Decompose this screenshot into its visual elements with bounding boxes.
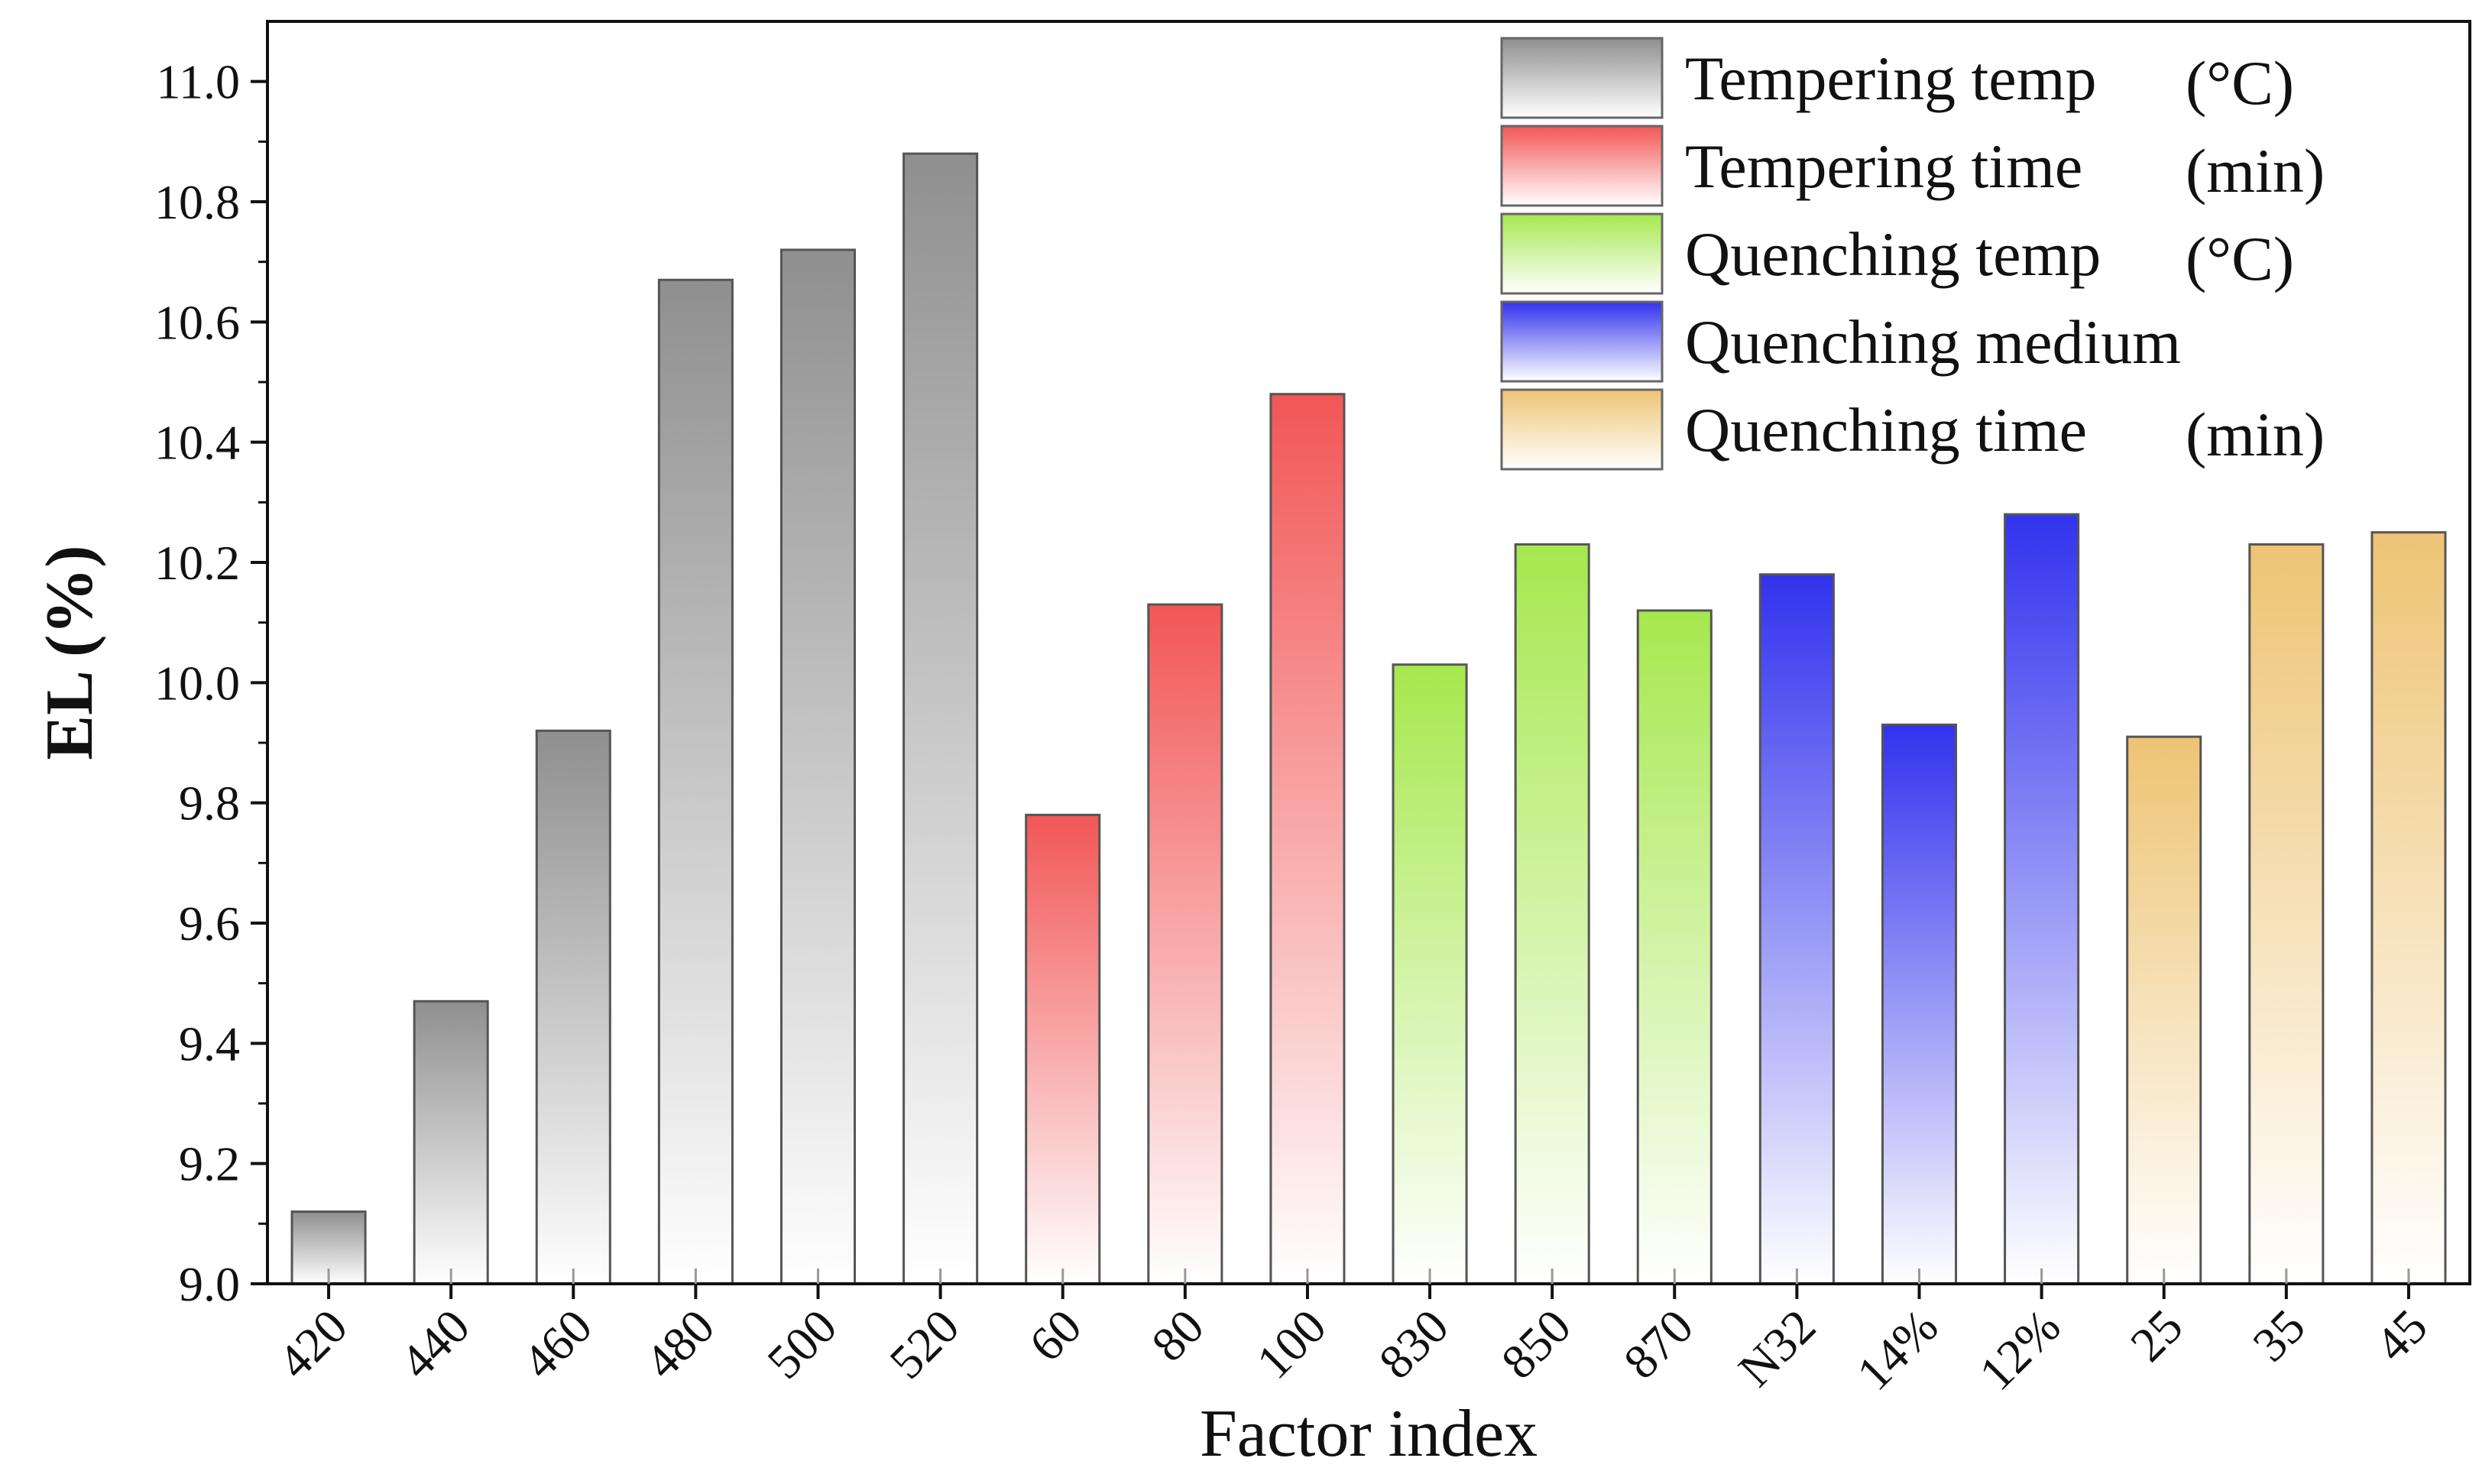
x-tick-label: 45 xyxy=(2364,1299,2437,1372)
legend-unit: (°C) xyxy=(2186,48,2294,118)
bar-520 xyxy=(902,152,979,1285)
bar-35 xyxy=(2248,543,2325,1285)
legend-label: Tempering time xyxy=(1685,131,2082,201)
x-tick-label: 60 xyxy=(1019,1299,1091,1372)
x-tick-label: 850 xyxy=(1491,1299,1581,1389)
bar-870 xyxy=(1636,609,1713,1285)
x-tick-label: 12% xyxy=(1969,1299,2070,1401)
axes-layer: 9.0 9.2 9.4 9.6 9.8 10.0 10.2 10.4 10.6 10.8 11.0 4… xyxy=(33,20,2471,1471)
bar-45 xyxy=(2370,531,2447,1285)
y-tick-label: 9.8 xyxy=(179,776,240,831)
legend-unit: (min) xyxy=(2186,136,2325,206)
y-axis-title: EL (%) xyxy=(33,545,107,760)
y-tick-label: 10.8 xyxy=(154,175,240,229)
legend-swatch xyxy=(1500,388,1664,471)
x-tick-label: 35 xyxy=(2242,1299,2315,1372)
x-tick-label: 500 xyxy=(757,1299,847,1389)
legend-label: Quenching medium xyxy=(1685,307,2181,377)
x-axis-title: Factor index xyxy=(1200,1397,1538,1471)
legend-swatch xyxy=(1500,125,1664,207)
y-tick-label: 10.6 xyxy=(154,295,240,349)
x-tick-label: 25 xyxy=(2120,1299,2192,1372)
bar-25 xyxy=(2126,735,2202,1285)
y-tick-label: 9.6 xyxy=(179,896,240,951)
x-tick-label: 520 xyxy=(879,1299,969,1389)
bar-850 xyxy=(1514,543,1590,1285)
y-tick-label: 9.4 xyxy=(179,1016,240,1071)
bar-N32 xyxy=(1758,573,1835,1285)
x-tick-label: 460 xyxy=(512,1299,602,1389)
legend-label: Quenching temp xyxy=(1685,219,2101,289)
x-tick-label: 870 xyxy=(1613,1299,1703,1389)
y-tick-label: 10.4 xyxy=(154,416,240,470)
bar-830 xyxy=(1392,663,1468,1285)
legend-swatch xyxy=(1500,212,1664,295)
bar-14% xyxy=(1881,723,1958,1285)
legend-swatch xyxy=(1500,37,1664,119)
legend-unit: (°C) xyxy=(2186,224,2294,293)
x-tick-label: 480 xyxy=(634,1299,724,1389)
x-tick-label: 440 xyxy=(390,1299,480,1389)
x-tick-label: 14% xyxy=(1846,1299,1948,1401)
x-tick-label: 80 xyxy=(1141,1299,1214,1372)
bar-100 xyxy=(1269,393,1346,1285)
bar-440 xyxy=(413,1000,489,1285)
y-tick-label: 9.2 xyxy=(179,1137,240,1191)
x-tick-label: 420 xyxy=(267,1299,358,1389)
y-tick-label: 10.2 xyxy=(154,536,240,590)
bar-60 xyxy=(1025,813,1101,1285)
legend-label: Tempering temp xyxy=(1685,44,2097,113)
legend-swatch xyxy=(1500,300,1664,383)
x-tick-label: 100 xyxy=(1246,1299,1337,1389)
bar-480 xyxy=(657,278,734,1285)
plot-frame xyxy=(266,20,2471,1285)
bar-12% xyxy=(2004,513,2080,1285)
legend: Tempering temp (°C)Tempering time (min)Que… xyxy=(1500,37,2325,471)
legend-unit: (min) xyxy=(2186,400,2325,469)
bar-80 xyxy=(1147,603,1223,1285)
x-tick-label: N32 xyxy=(1728,1299,1826,1397)
y-tick-label: 11.0 xyxy=(156,55,240,109)
bar-500 xyxy=(779,248,857,1285)
bar-460 xyxy=(535,729,611,1285)
x-tick-label: 830 xyxy=(1369,1299,1459,1389)
legend-label: Quenching time xyxy=(1685,395,2087,465)
bars-layer xyxy=(290,152,2447,1285)
y-tick-label: 10.0 xyxy=(154,656,240,710)
y-tick-label: 9.0 xyxy=(179,1257,240,1311)
